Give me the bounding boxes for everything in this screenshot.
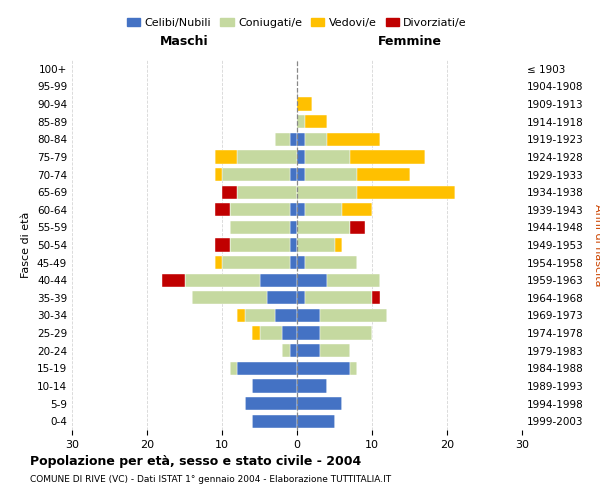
Bar [297,380,327,392]
Bar [215,238,229,252]
Bar [349,150,425,164]
Bar [297,168,305,181]
Bar [282,326,297,340]
Bar [297,132,305,146]
Bar [305,168,357,181]
Bar [297,397,342,410]
Bar [297,150,305,164]
Bar [297,344,320,358]
Bar [297,326,320,340]
Bar [320,309,387,322]
Bar [222,168,290,181]
Bar [229,238,290,252]
Bar [229,221,290,234]
Bar [290,256,297,269]
Bar [297,186,357,198]
Bar [275,132,290,146]
Bar [297,291,305,304]
Bar [297,274,327,287]
Bar [229,203,290,216]
Bar [290,238,297,252]
Legend: Celibi/Nubili, Coniugati/e, Vedovi/e, Divorziati/e: Celibi/Nubili, Coniugati/e, Vedovi/e, Di… [122,14,472,32]
Bar [297,98,312,110]
Y-axis label: Anni di nascita: Anni di nascita [593,204,600,286]
Bar [252,414,297,428]
Bar [290,203,297,216]
Bar [215,150,237,164]
Bar [357,168,409,181]
Bar [297,414,335,428]
Text: Femmine: Femmine [377,34,442,48]
Bar [349,362,357,375]
Bar [327,274,380,287]
Bar [297,115,305,128]
Bar [327,132,380,146]
Bar [305,203,342,216]
Bar [297,238,335,252]
Bar [297,221,349,234]
Bar [215,203,229,216]
Bar [162,274,185,287]
Bar [297,362,349,375]
Bar [349,221,365,234]
Bar [260,326,282,340]
Text: Popolazione per età, sesso e stato civile - 2004: Popolazione per età, sesso e stato civil… [30,455,361,468]
Bar [215,168,222,181]
Bar [372,291,380,304]
Bar [215,256,222,269]
Bar [335,238,342,252]
Bar [290,132,297,146]
Bar [342,203,372,216]
Bar [290,221,297,234]
Y-axis label: Fasce di età: Fasce di età [22,212,31,278]
Bar [305,115,327,128]
Text: Maschi: Maschi [160,34,209,48]
Bar [222,186,237,198]
Bar [260,274,297,287]
Bar [305,150,349,164]
Bar [185,274,260,287]
Bar [222,256,290,269]
Bar [305,256,357,269]
Bar [290,168,297,181]
Bar [245,397,297,410]
Bar [297,309,320,322]
Bar [229,362,237,375]
Bar [320,326,372,340]
Bar [237,186,297,198]
Bar [252,380,297,392]
Bar [357,186,455,198]
Bar [237,309,245,322]
Bar [305,132,327,146]
Bar [245,309,275,322]
Bar [305,291,372,304]
Bar [290,344,297,358]
Text: COMUNE DI RIVE (VC) - Dati ISTAT 1° gennaio 2004 - Elaborazione TUTTITALIA.IT: COMUNE DI RIVE (VC) - Dati ISTAT 1° genn… [30,475,391,484]
Bar [237,362,297,375]
Bar [320,344,349,358]
Bar [282,344,290,358]
Bar [267,291,297,304]
Bar [275,309,297,322]
Bar [297,256,305,269]
Bar [252,326,260,340]
Bar [192,291,267,304]
Bar [237,150,297,164]
Bar [297,203,305,216]
